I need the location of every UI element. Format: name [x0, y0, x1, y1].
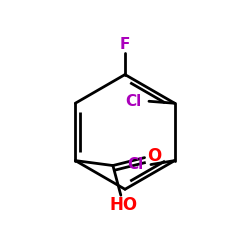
- Text: HO: HO: [110, 196, 138, 214]
- Text: Cl: Cl: [127, 157, 143, 172]
- Text: F: F: [120, 38, 130, 52]
- Text: Cl: Cl: [125, 94, 141, 109]
- Text: O: O: [147, 147, 162, 165]
